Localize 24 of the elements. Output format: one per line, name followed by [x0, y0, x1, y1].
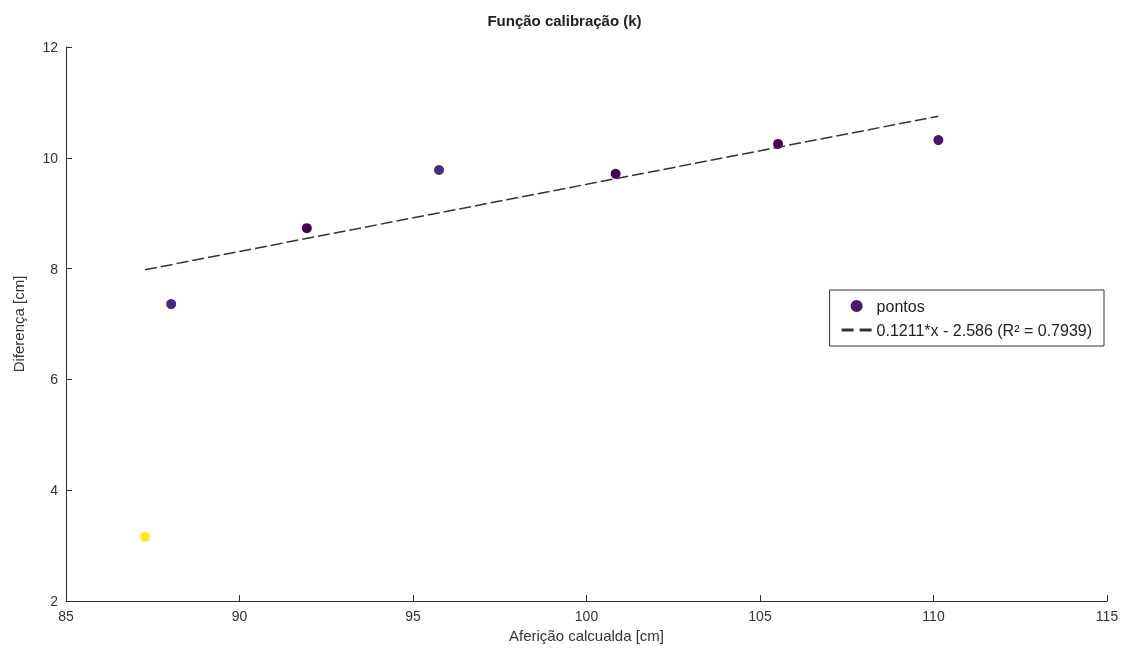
point	[301, 223, 312, 234]
y-tick-label: 2	[50, 593, 59, 609]
y-tick-label: 4	[50, 482, 59, 499]
point	[166, 299, 177, 310]
y-tick-label: 10	[42, 149, 59, 166]
x-tick-label: 105	[748, 608, 772, 624]
x-tick-label: 85	[58, 608, 74, 624]
x-tick-label: 90	[231, 608, 248, 624]
y-tick-label: 8	[50, 260, 59, 277]
x-tick-label: 100	[574, 608, 599, 624]
x-tick-label: 115	[1095, 608, 1119, 624]
y-tick-label: 12	[42, 39, 59, 55]
chart-title: Função calibração (k)	[487, 12, 642, 29]
legend-label: pontos	[876, 297, 925, 315]
point	[933, 135, 944, 146]
y-tick-label: 6	[50, 371, 59, 388]
x-axis-title: Aferição calcualda [cm]	[508, 626, 665, 644]
legend-label: 0.1211*x - 2.586 (R² = 0.7939)	[876, 321, 1092, 339]
point	[434, 164, 445, 175]
x-tick-label: 95	[405, 608, 421, 624]
point	[610, 168, 621, 179]
point	[140, 531, 151, 542]
y-axis-title: Diferença [cm]	[10, 275, 27, 373]
x-tick-label: 110	[922, 608, 945, 624]
